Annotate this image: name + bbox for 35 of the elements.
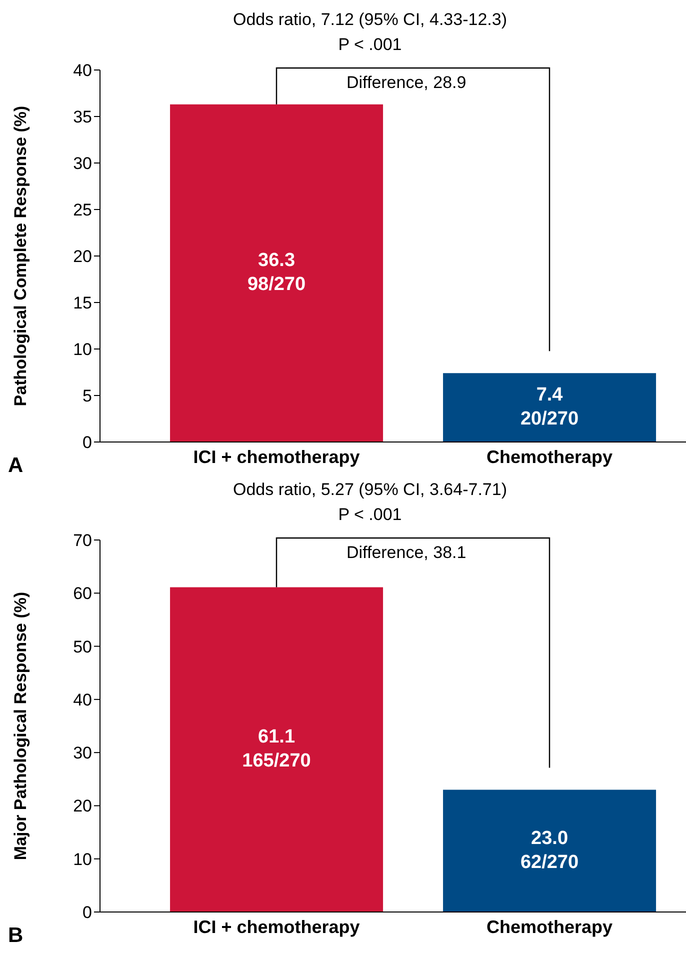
chart-subtitle: P < .001 — [338, 35, 402, 54]
y-tick-label: 50 — [73, 637, 92, 656]
y-tick-label: 70 — [73, 531, 92, 550]
data-label: 7.4 20/270 — [520, 384, 579, 430]
y-tick-label: 30 — [73, 744, 92, 763]
y-tick-label: 40 — [73, 690, 92, 710]
y-tick-label: 40 — [73, 61, 92, 80]
text: B — [8, 924, 24, 947]
y-tick-label: 5 — [82, 386, 92, 406]
y-tick-label: 25 — [73, 200, 92, 220]
data-label: 36.3 98/270 — [247, 250, 306, 296]
y-tick-label: 20 — [73, 796, 92, 816]
text: A — [8, 454, 24, 477]
chart-title: Odds ratio, 7.12 (95% CI, 4.33-12.3) — [232, 10, 508, 29]
y-tick-label: 10 — [73, 850, 92, 869]
y-tick-label: 20 — [73, 247, 92, 266]
y-tick-label: 30 — [73, 154, 92, 174]
data-label: 61.1 165/270 — [242, 726, 311, 772]
y-tick-label: 35 — [73, 108, 92, 127]
x-tick-label: Chemotherapy — [486, 446, 613, 467]
y-axis-title: Pathological Complete Response (%) — [11, 106, 30, 406]
annotation: Difference, 28.9 — [346, 73, 466, 92]
x-tick-label: ICI + chemotherapy — [193, 446, 360, 467]
y-tick-label: 60 — [73, 584, 92, 604]
y-tick-label: 10 — [73, 340, 92, 360]
y-axis-title: Major Pathological Response (%) — [11, 592, 30, 860]
y-tick-label: 0 — [82, 903, 92, 922]
chart-title: Odds ratio, 5.27 (95% CI, 3.64-7.71) — [232, 480, 508, 499]
x-tick-label: ICI + chemotherapy — [193, 916, 360, 937]
chart-subtitle: P < .001 — [338, 505, 402, 524]
y-tick-label: 0 — [82, 433, 92, 452]
data-label: 23.0 62/270 — [520, 828, 579, 873]
y-tick-label: 15 — [73, 294, 92, 313]
x-tick-label: Chemotherapy — [486, 916, 613, 937]
annotation: Difference, 38.1 — [346, 543, 466, 562]
